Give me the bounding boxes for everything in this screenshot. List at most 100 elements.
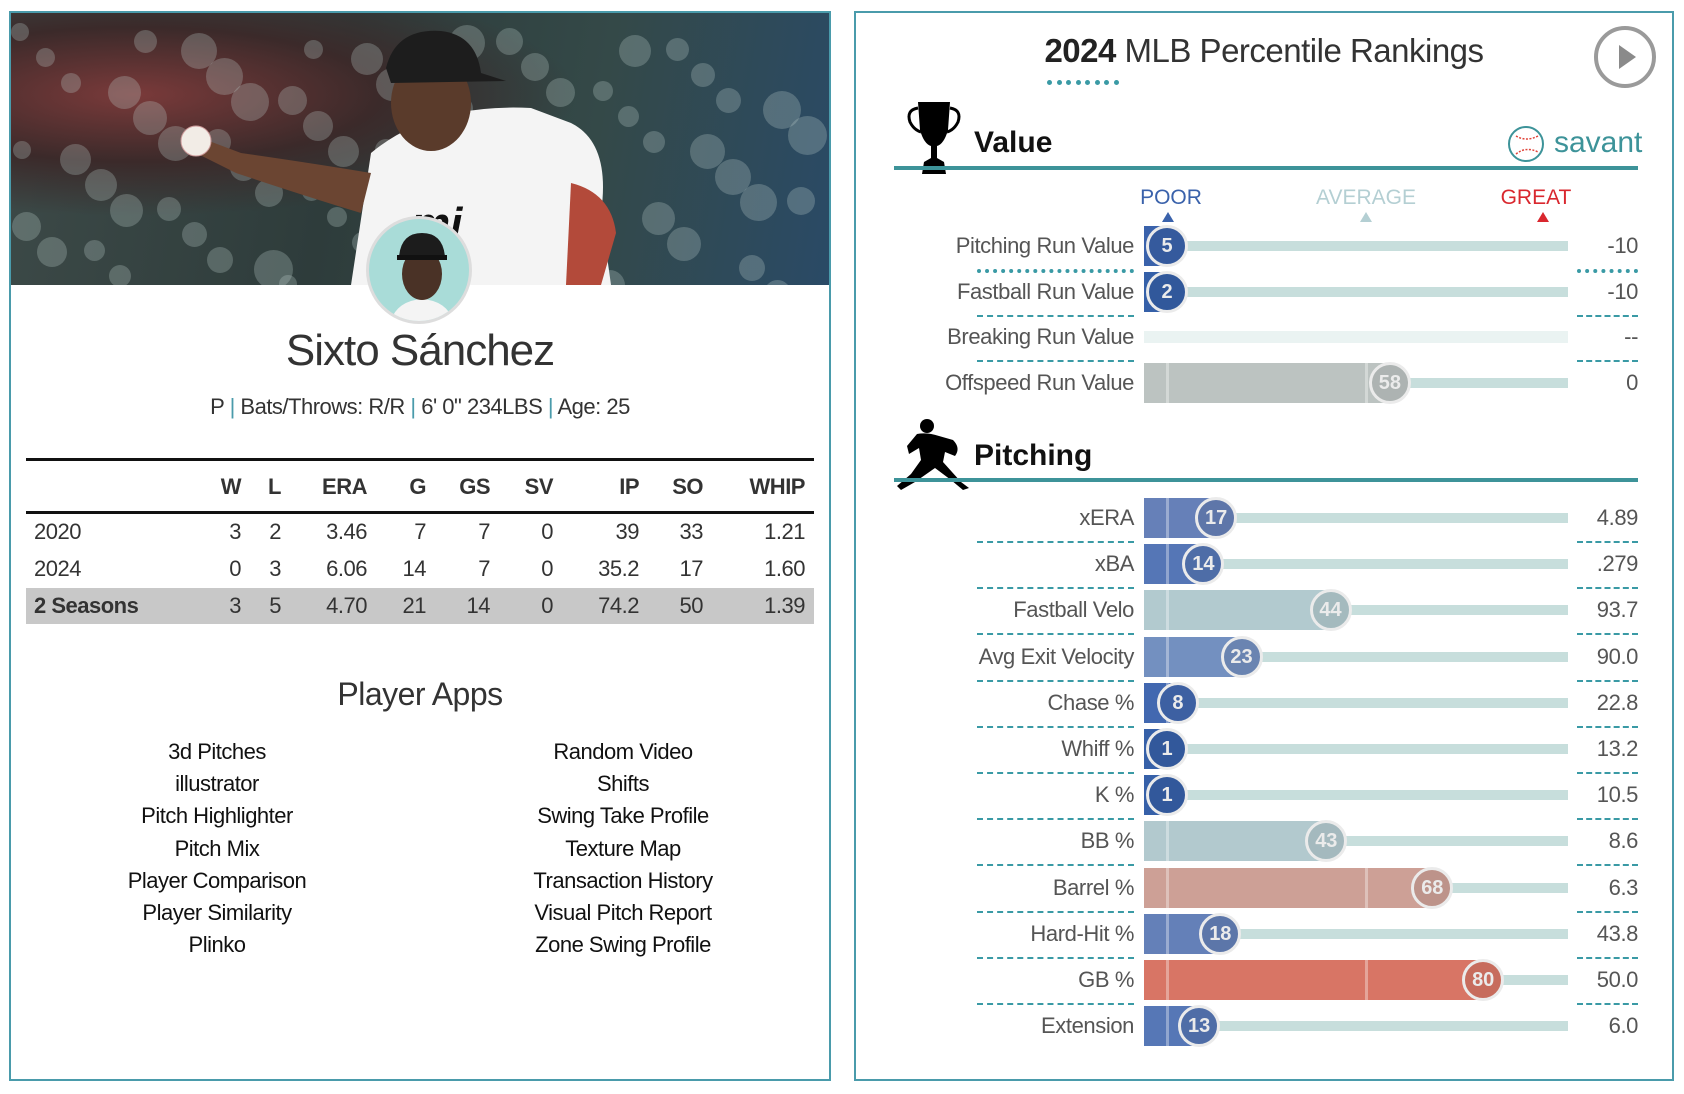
player-app-link[interactable]: Random Video: [553, 739, 693, 764]
stat-cell: 1.60: [764, 556, 805, 581]
percentile-track: [1144, 1021, 1568, 1032]
row-separator: [1577, 679, 1638, 682]
stat-cell: 7: [414, 519, 426, 544]
player-app-link[interactable]: Pitch Mix: [174, 835, 260, 861]
metric-value-barrel: 6.3: [1608, 874, 1639, 900]
metric-label-bb: BB %: [1080, 828, 1135, 854]
scale-average-label: AVERAGE: [1316, 186, 1416, 209]
player-app-link[interactable]: Texture Map: [565, 835, 681, 861]
percentile-badge: 58: [1368, 362, 1411, 405]
bokeh-light: [11, 23, 29, 41]
player-app-link[interactable]: 3d Pitches: [168, 739, 266, 764]
bio-separator: |: [410, 394, 416, 419]
play-button[interactable]: [1594, 26, 1656, 88]
season-label: 2024: [34, 556, 81, 581]
title-dot: [1113, 80, 1119, 85]
player-app-link[interactable]: Swing Take Profile: [537, 803, 709, 829]
bokeh-light: [642, 202, 675, 235]
section-rule-value: [894, 166, 1638, 170]
player-bats-throws: Bats/Throws: R/R: [240, 394, 405, 419]
bokeh-light: [181, 33, 217, 69]
bokeh-light: [716, 88, 741, 113]
bokeh-light: [715, 159, 751, 195]
player-app-link[interactable]: Player Similarity: [142, 900, 292, 925]
title-dot: [1075, 80, 1081, 85]
metric-value-xba: .279: [1596, 551, 1639, 577]
stat-cell: 74.2: [598, 593, 639, 618]
table-top-rule: [26, 458, 814, 461]
savant-logo-text[interactable]: savant: [1554, 126, 1643, 159]
bokeh-light: [739, 255, 765, 281]
stat-cell: 3: [229, 593, 241, 618]
row-separator: [977, 864, 1134, 867]
pitcher-icon: [897, 419, 969, 490]
player-app-link[interactable]: illustrator: [175, 771, 259, 797]
stat-cell: 6.06: [326, 556, 367, 581]
player-app-link[interactable]: Shifts: [596, 771, 650, 797]
row-separator: [1577, 818, 1638, 821]
player-app-link[interactable]: Player Comparison: [127, 867, 307, 893]
percentile-badge: 2: [1146, 270, 1188, 313]
title-dot: [1094, 80, 1100, 85]
bokeh-light: [231, 83, 269, 121]
bokeh-light: [108, 76, 141, 109]
row-separator: [1577, 314, 1638, 317]
metric-label-xba: xBA: [1094, 551, 1135, 577]
percentile-track: [1144, 286, 1568, 297]
savant-baseball-icon: [1508, 126, 1544, 162]
percentile-badge: 68: [1411, 866, 1454, 909]
column-header-ip: IP: [619, 474, 639, 499]
bokeh-light: [787, 187, 815, 215]
percentile-badge: 13: [1178, 1005, 1221, 1048]
metric-label-breaking-run-value: Breaking Run Value: [947, 324, 1134, 350]
metric-label-avg-exit-velocity: Avg Exit Velocity: [978, 643, 1135, 669]
player-app-link[interactable]: Plinko: [188, 932, 246, 958]
stat-cell: 3: [269, 556, 281, 581]
bokeh-light: [84, 240, 105, 261]
trophy-icon: [907, 102, 961, 174]
percentile-marker: [1166, 960, 1169, 1000]
column-header-era: ERA: [322, 474, 367, 499]
bokeh-light: [667, 227, 701, 261]
percentile-marker: [1166, 544, 1169, 585]
row-separator: [977, 679, 1134, 682]
percentile-badge: 80: [1462, 959, 1505, 1001]
metric-value-avg-exit-velocity: 90.0: [1596, 643, 1639, 669]
percentile-track: [1144, 836, 1568, 847]
row-separator: [977, 541, 1134, 543]
stat-cell: 0: [541, 593, 553, 618]
player-app-link[interactable]: Zone Swing Profile: [535, 932, 711, 958]
bio-separator: |: [229, 394, 236, 419]
player-app-link[interactable]: Pitch Highlighter: [141, 803, 293, 829]
season-label: 2020: [34, 519, 81, 544]
stat-cell: 35.2: [598, 556, 639, 581]
metric-label-fastball-run-value: Fastball Run Value: [956, 278, 1134, 304]
bokeh-light: [13, 141, 31, 159]
section-title-pitching: Pitching: [974, 439, 1093, 472]
percentile-marker: [1166, 867, 1169, 908]
metric-value-hard-hit: 43.8: [1596, 920, 1639, 946]
stat-cell: 1.21: [764, 519, 805, 544]
metric-value-xera: 4.89: [1596, 505, 1639, 530]
player-apps-title: Player Apps: [337, 676, 503, 712]
metric-value-chase: 22.8: [1596, 689, 1639, 715]
poor-arrow-icon: [1162, 212, 1174, 222]
metric-label-gb: GB %: [1078, 967, 1134, 992]
stat-cell: 39: [615, 519, 640, 544]
percentile-badge: 44: [1309, 589, 1352, 632]
player-app-link[interactable]: Transaction History: [533, 867, 713, 893]
player-app-link[interactable]: Visual Pitch Report: [534, 900, 712, 925]
bokeh-light: [109, 265, 131, 285]
stat-cell: 21: [402, 593, 427, 618]
stat-cell: 4.70: [326, 593, 367, 618]
average-arrow-icon: [1360, 212, 1372, 222]
bokeh-light: [496, 28, 523, 55]
column-header-sv: SV: [524, 474, 554, 499]
row-separator: [977, 587, 1134, 590]
row-separator: [977, 910, 1134, 913]
column-header-g: G: [409, 474, 426, 499]
scale-great-label: GREAT: [1500, 186, 1572, 209]
metric-label-whiff: Whiff %: [1061, 736, 1134, 761]
percentile-marker: [1166, 498, 1169, 538]
stat-cell: 5: [269, 593, 281, 618]
